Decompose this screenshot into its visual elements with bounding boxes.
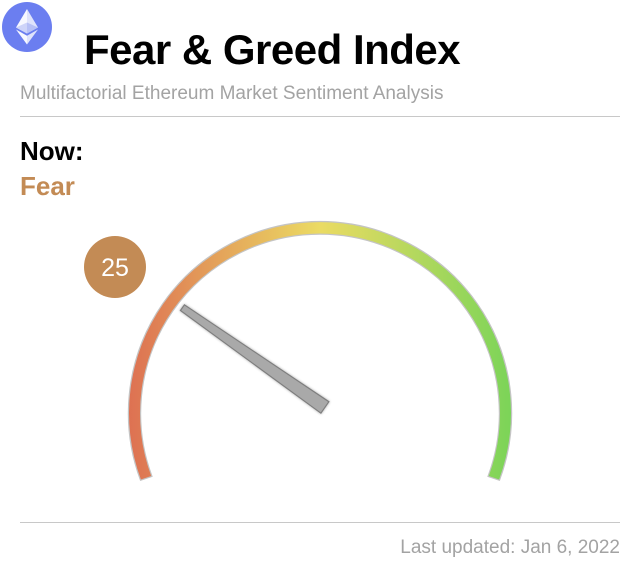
ethereum-logo-icon xyxy=(2,2,52,52)
gauge-arc-fill xyxy=(128,222,511,480)
footer-divider xyxy=(20,522,620,523)
gauge-arc xyxy=(127,220,513,482)
gauge-value-badge xyxy=(84,236,146,298)
last-updated-text: Last updated: Jan 6, 2022 xyxy=(400,537,620,558)
now-label: Now: xyxy=(20,136,84,166)
sentiment-classification: Fear xyxy=(20,171,75,201)
page-title: Fear & Greed Index xyxy=(84,26,461,73)
header-divider xyxy=(20,116,620,117)
gauge-value-text: 25 xyxy=(101,254,129,282)
page-subtitle: Multifactorial Ethereum Market Sentiment… xyxy=(20,83,444,104)
gauge-needle xyxy=(179,303,330,415)
